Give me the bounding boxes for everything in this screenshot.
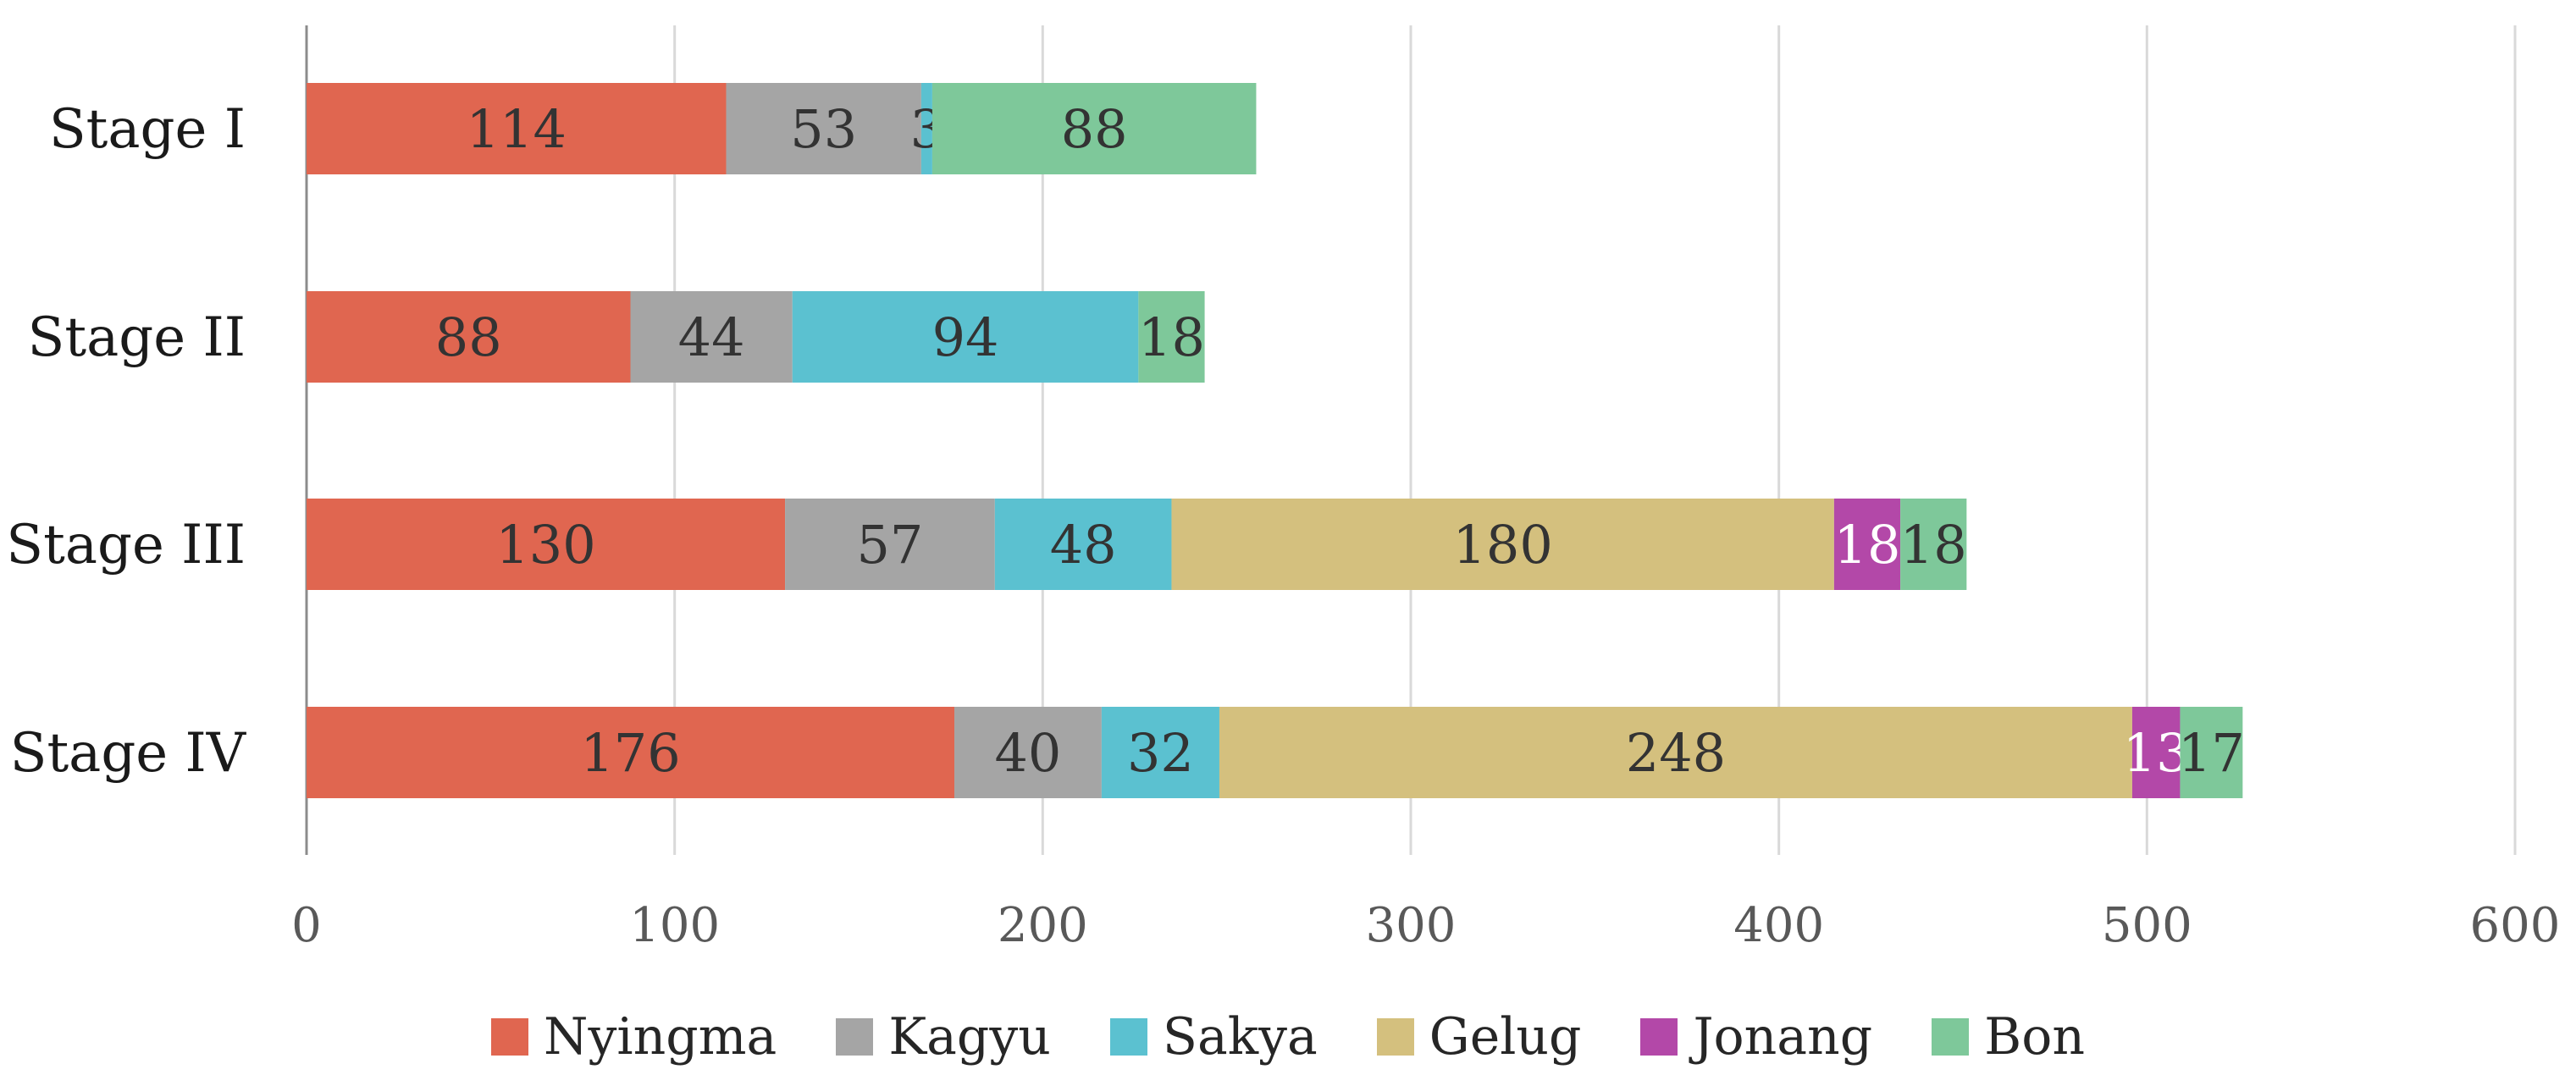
legend-label: Jonang [1693,1007,1873,1067]
bar-segment [1219,707,2132,798]
bar-segment [1833,499,1901,590]
data-label: 53 [790,98,857,160]
x-tick-label: 500 [2102,898,2192,953]
legend-swatch [491,1018,529,1056]
legend-swatch [836,1018,874,1056]
legend-item: Bon [1932,1007,2085,1067]
bar-segment [920,83,932,174]
bar-segment [630,291,793,383]
data-label: 44 [678,306,745,368]
x-tick-label: 0 [291,898,322,953]
x-tick-label: 600 [2470,898,2561,953]
category-label: Stage IV [10,722,247,785]
x-tick-label: 300 [1366,898,1457,953]
legend-label: Nyingma [544,1007,777,1067]
data-label: 13 [2123,722,2190,784]
data-label: 18 [1834,514,1901,576]
legend-item: Jonang [1640,1007,1872,1067]
category-label: Stage II [28,306,246,369]
category-label: Stage I [49,98,246,161]
bar-segment [307,291,631,383]
data-label: 48 [1050,514,1117,576]
data-label: 18 [1138,306,1205,368]
bar-segment [2131,707,2181,798]
bar-segment [1138,291,1205,383]
data-label: 114 [467,98,567,160]
bar-segment [307,83,727,174]
legend-swatch [1932,1018,1970,1056]
legend-swatch [1376,1018,1414,1056]
legend-swatch [1109,1018,1147,1056]
data-label: 94 [932,306,999,368]
data-label: 176 [580,722,680,784]
data-label: 18 [1900,514,1967,576]
legend-label: Gelug [1429,1007,1582,1067]
legend-label: Kagyu [888,1007,1051,1067]
x-tick-label: 200 [998,898,1088,953]
legend-item: Kagyu [836,1007,1051,1067]
bar-segment [307,707,955,798]
data-label: 130 [495,514,595,576]
legend-item: Gelug [1376,1007,1582,1067]
chart-plot-area: 0 100 200 300 400 500 600 Stage I Stage II Stage … [6,25,2561,953]
bar-segment [1101,707,1219,798]
legend-label: Bon [1984,1007,2085,1067]
data-label: 180 [1452,514,1552,576]
bar-segment [792,291,1139,383]
bar-segment [1900,499,1967,590]
x-tick-label: 100 [629,898,720,953]
category-label: Stage III [6,514,246,576]
data-label: 248 [1626,722,1726,784]
bar-segment [1171,499,1834,590]
data-label: 40 [994,722,1061,784]
data-label: 17 [2178,722,2245,784]
bar-segment [307,499,786,590]
bar-segment [954,707,1102,798]
bar-segment [2180,707,2243,798]
data-label: 57 [856,514,923,576]
bar-segment [931,83,1257,174]
bar-segment [785,499,995,590]
data-label: 88 [435,306,502,368]
x-tick-label: 400 [1733,898,1824,953]
legend-label: Sakya [1162,1007,1318,1067]
legend-swatch [1640,1018,1678,1056]
data-label: 32 [1127,722,1194,784]
data-label: 88 [1061,98,1128,160]
chart-legend: Nyingma Kagyu Sakya Gelug Jonang Bon [0,1003,2576,1071]
bar-segment [726,83,921,174]
legend-item: Sakya [1109,1007,1318,1067]
bar-segment [994,499,1172,590]
legend-item: Nyingma [491,1007,777,1067]
